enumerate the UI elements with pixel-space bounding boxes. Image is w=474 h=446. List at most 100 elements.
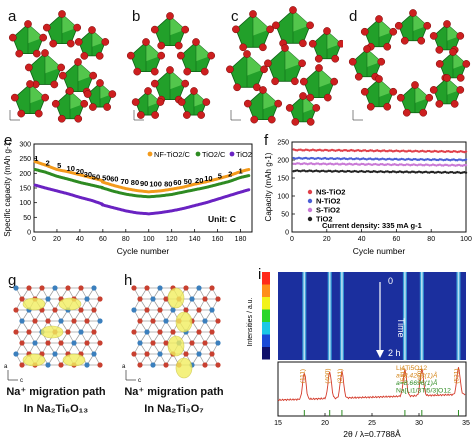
oxygen-atom (423, 21, 432, 30)
atom (19, 296, 25, 302)
oxygen-atom (354, 72, 363, 81)
oxygen-atom (274, 99, 283, 108)
oxygen-atom (312, 104, 321, 112)
atom (157, 285, 163, 291)
data-point (247, 174, 251, 178)
atom (189, 340, 195, 346)
data-point (311, 162, 315, 166)
oxygen-atom (363, 45, 371, 53)
data-point (370, 158, 374, 161)
rate-label: 50 (102, 174, 110, 183)
atom (71, 340, 77, 346)
panel-a: a (0, 0, 118, 128)
rate-label: 2 (228, 169, 232, 178)
heatmap-peak-core (341, 272, 343, 360)
atom (19, 362, 25, 368)
oxygen-atom (73, 23, 82, 32)
data-point (327, 169, 330, 173)
oxygen-atom (435, 60, 444, 68)
data-point (410, 150, 414, 153)
atom (209, 307, 215, 313)
oxygen-atom (281, 44, 289, 52)
oxygen-atom (80, 99, 89, 108)
octahedron-face (146, 42, 162, 62)
oxygen-atom (137, 111, 145, 119)
data-point (374, 157, 377, 160)
oxygen-atom (183, 67, 192, 76)
migration-paths (167, 287, 193, 379)
oxygen-atom (429, 32, 438, 40)
panel-label-a: a (8, 8, 17, 25)
atom (163, 318, 169, 324)
atom (58, 362, 64, 368)
oxygen-atom (266, 25, 274, 34)
oxygen-atom (291, 77, 299, 86)
legend-marker (307, 207, 313, 213)
pattern-legend-label: a=8.4203(1)Å (396, 371, 438, 380)
crystal-structure-b (126, 12, 216, 121)
oxygen-atom (157, 51, 166, 60)
data-point (332, 157, 335, 161)
unit-annotation: Unit: C (208, 214, 236, 224)
oxygen-atom (150, 79, 159, 88)
oxygen-atom (174, 41, 183, 50)
data-point (464, 158, 468, 161)
rate-label: 60 (110, 175, 118, 184)
panel-i: i Intensities / a.u. 0 Time 2 h (111) (400) (3… (238, 266, 474, 441)
oxygen-atom (259, 43, 267, 52)
heatmap-peak-core (457, 272, 460, 360)
oxygen-atom (192, 38, 200, 46)
atom (97, 296, 103, 302)
x-tick-label: 0 (32, 236, 36, 243)
oxygen-atom (456, 86, 465, 94)
colorbar-segment (262, 347, 270, 360)
panel-b: b (118, 0, 223, 128)
panel-label-g: g (8, 272, 17, 289)
data-point (430, 150, 433, 153)
y-tick-label: 0 (27, 230, 31, 237)
atom (84, 296, 90, 302)
oxygen-atom (260, 65, 268, 74)
oxygen-atom (443, 74, 451, 82)
time-label: Time (396, 318, 406, 338)
atom (202, 318, 208, 324)
data-point (440, 164, 443, 167)
panel-label-f: f (264, 132, 269, 149)
atom (209, 351, 215, 357)
series-3 (292, 169, 468, 175)
atom (19, 318, 25, 324)
data-point (424, 163, 428, 166)
oxygen-atom (396, 93, 405, 102)
oxygen-atom (259, 86, 267, 94)
oxygen-atom (176, 51, 185, 60)
oxygen-atom (435, 46, 444, 54)
data-point (296, 162, 299, 165)
oxygen-atom (306, 21, 314, 30)
atom (163, 362, 169, 368)
x-tick-label: 20 (53, 236, 61, 243)
oxygen-atom (383, 42, 392, 51)
x-tick-label: 140 (189, 236, 201, 243)
atom (32, 318, 38, 324)
panel-d: d (343, 0, 474, 128)
caption-h-line1: Na⁺ migration path (124, 386, 224, 398)
oxygen-atom (89, 71, 98, 80)
pattern-legend-label: Na[Li1/3Ti5/3]O12 (396, 388, 451, 395)
oxygen-atom (449, 48, 457, 56)
data-point (360, 162, 363, 166)
data-point (393, 157, 396, 161)
series-0 (292, 148, 468, 154)
panel-label-e: e (4, 132, 13, 149)
data-point (320, 149, 323, 152)
caption-g: Na⁺ migration path In Na₂Ti₆O₁₃ (0, 386, 112, 416)
oxygen-atom (298, 59, 306, 68)
colorbar-segment (262, 297, 270, 310)
atom (144, 307, 150, 313)
oxygen-atom (249, 10, 257, 18)
data-point (426, 171, 429, 174)
data-point (348, 157, 351, 160)
rate-label: 50 (92, 172, 100, 181)
oxygen-atom (299, 39, 307, 48)
oxygen-atom (375, 75, 383, 83)
